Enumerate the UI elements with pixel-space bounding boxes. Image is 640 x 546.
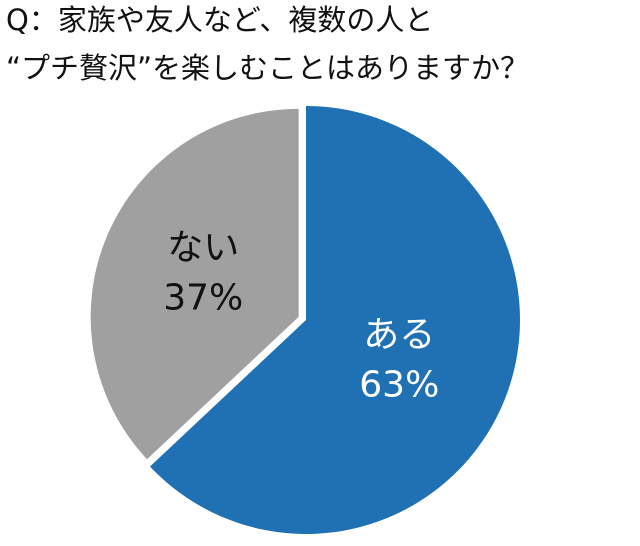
slice-label: ある [363, 314, 435, 355]
chart-title: “プチ贅沢”を楽しむことはありますか？ [6, 51, 529, 85]
slice-label: ない [167, 228, 239, 269]
chart-title: Q：家族や友人など、複数の人と [6, 3, 433, 37]
pie-slice [90, 108, 299, 460]
slice-value-label: 63% [359, 364, 439, 405]
slice-value-label: 37% [163, 278, 243, 319]
pie-slice [150, 106, 520, 534]
